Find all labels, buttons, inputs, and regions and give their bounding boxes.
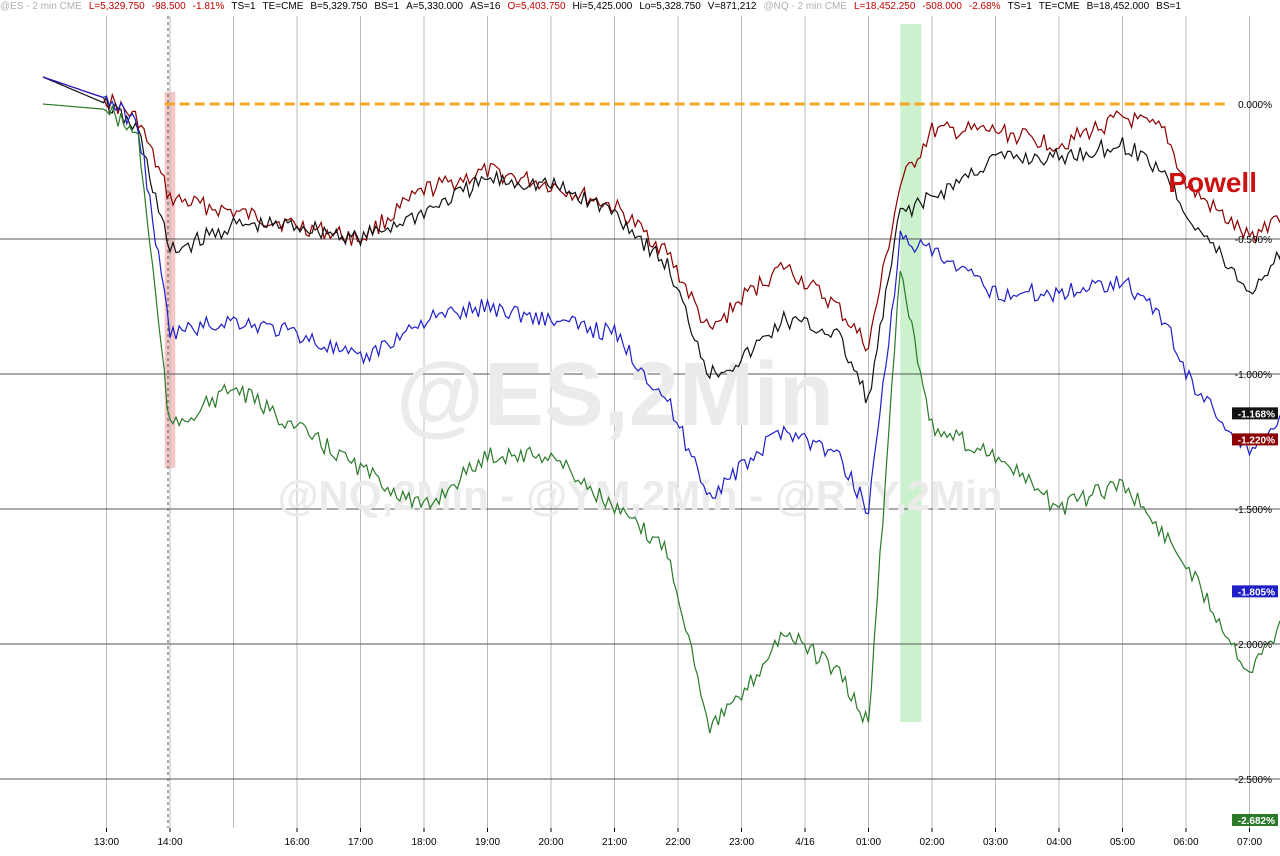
x-tick-label: 19:00 — [475, 837, 500, 848]
last-value-badge — [1232, 814, 1278, 826]
x-tick-label: 01:00 — [856, 837, 881, 848]
series-line — [42, 76, 1280, 404]
header-field: TE=CME — [262, 1, 304, 12]
y-tick-label: -2.000% — [1235, 640, 1272, 651]
watermark-secondary: @NQ,2Min - @YM,2Min - @RTY,2Min — [278, 472, 1003, 519]
header-field: V=871,212 — [707, 1, 757, 12]
header-field: L=5,329.750 — [88, 1, 145, 12]
y-tick-label: -1.000% — [1235, 370, 1272, 381]
header-field: AS=16 — [470, 1, 501, 12]
last-value-label: -1.220% — [1238, 435, 1275, 446]
y-tick-label: 0.000% — [1238, 100, 1272, 111]
x-tick-label: 03:00 — [983, 837, 1008, 848]
header-field: B=5,329.750 — [310, 1, 368, 12]
watermark-primary: @ES,2Min — [396, 345, 834, 445]
x-tick-label: 18:00 — [411, 837, 436, 848]
header-field: B=18,452.000 — [1086, 1, 1150, 12]
header-field: O=5,403.750 — [507, 1, 566, 12]
header-field: -2.68% — [968, 1, 1001, 12]
series-line — [42, 103, 1280, 734]
x-axis: 13:00 14:00 16:00 17:00 18:00 19:00 20:00 21:00… — [94, 828, 1262, 848]
header-field: -98.500 — [151, 1, 186, 12]
y-tick-label: -0.500% — [1235, 235, 1272, 246]
x-tick-label: 4/16 — [795, 837, 815, 848]
x-tick-label: 06:00 — [1173, 837, 1198, 848]
header-field: -1.81% — [192, 1, 225, 12]
header-field: Lo=5,328.750 — [639, 1, 701, 12]
x-tick-label: 13:00 — [94, 837, 119, 848]
chart-header: @ES - 2 min CME L=5,329.750 -98.500 -1.81% T… — [0, 0, 1280, 14]
x-tick-label: 20:00 — [538, 837, 563, 848]
x-tick-label: 05:00 — [1110, 837, 1135, 848]
last-value-badges: -1.220% -1.168% -1.805% -2.682% — [1232, 407, 1278, 827]
x-tick-label: 23:00 — [729, 837, 754, 848]
last-value-label: -1.168% — [1238, 409, 1275, 420]
x-tick-label: 17:00 — [348, 837, 373, 848]
x-tick-label: 02:00 — [919, 837, 944, 848]
header-field: A=5,330.000 — [406, 1, 464, 12]
x-tick-label: 14:00 — [157, 837, 182, 848]
header-field: BS=1 — [1156, 1, 1181, 12]
header-field: TE=CME — [1038, 1, 1080, 12]
last-value-badge — [1232, 585, 1278, 598]
x-tick-label: 04:00 — [1046, 837, 1071, 848]
x-tick-label: 21:00 — [602, 837, 627, 848]
x-tick-label: 07:00 — [1237, 837, 1262, 848]
x-tick-label: 16:00 — [284, 837, 309, 848]
highlight-band — [900, 24, 922, 722]
powell-annotation: Powell — [1168, 167, 1257, 198]
y-axis: 0.000% -0.500% -1.000% -1.500% -2.000% -2.500… — [1235, 100, 1272, 786]
y-tick-label: -1.500% — [1235, 505, 1272, 516]
gridlines — [0, 16, 1280, 828]
last-value-badge — [1232, 433, 1278, 446]
header-field: L=18,452.250 — [853, 1, 916, 12]
header-field: TS=1 — [1007, 1, 1032, 12]
last-value-label: -1.805% — [1238, 587, 1275, 598]
header-field: -508.000 — [922, 1, 962, 12]
header-field: Hi=5,425.000 — [572, 1, 633, 12]
series-line — [42, 76, 1280, 352]
series-line — [42, 76, 1280, 515]
header-field: TS=1 — [231, 1, 256, 12]
series-lines — [42, 76, 1280, 734]
last-value-badge — [1232, 407, 1278, 420]
y-tick-label: -2.500% — [1235, 775, 1272, 786]
x-tick-label: 22:00 — [665, 837, 690, 848]
header-field: BS=1 — [374, 1, 400, 12]
header-field: @NQ - 2 min CME — [763, 1, 847, 12]
last-value-label: -2.682% — [1238, 816, 1275, 827]
header-field: @ES - 2 min CME — [0, 1, 82, 12]
